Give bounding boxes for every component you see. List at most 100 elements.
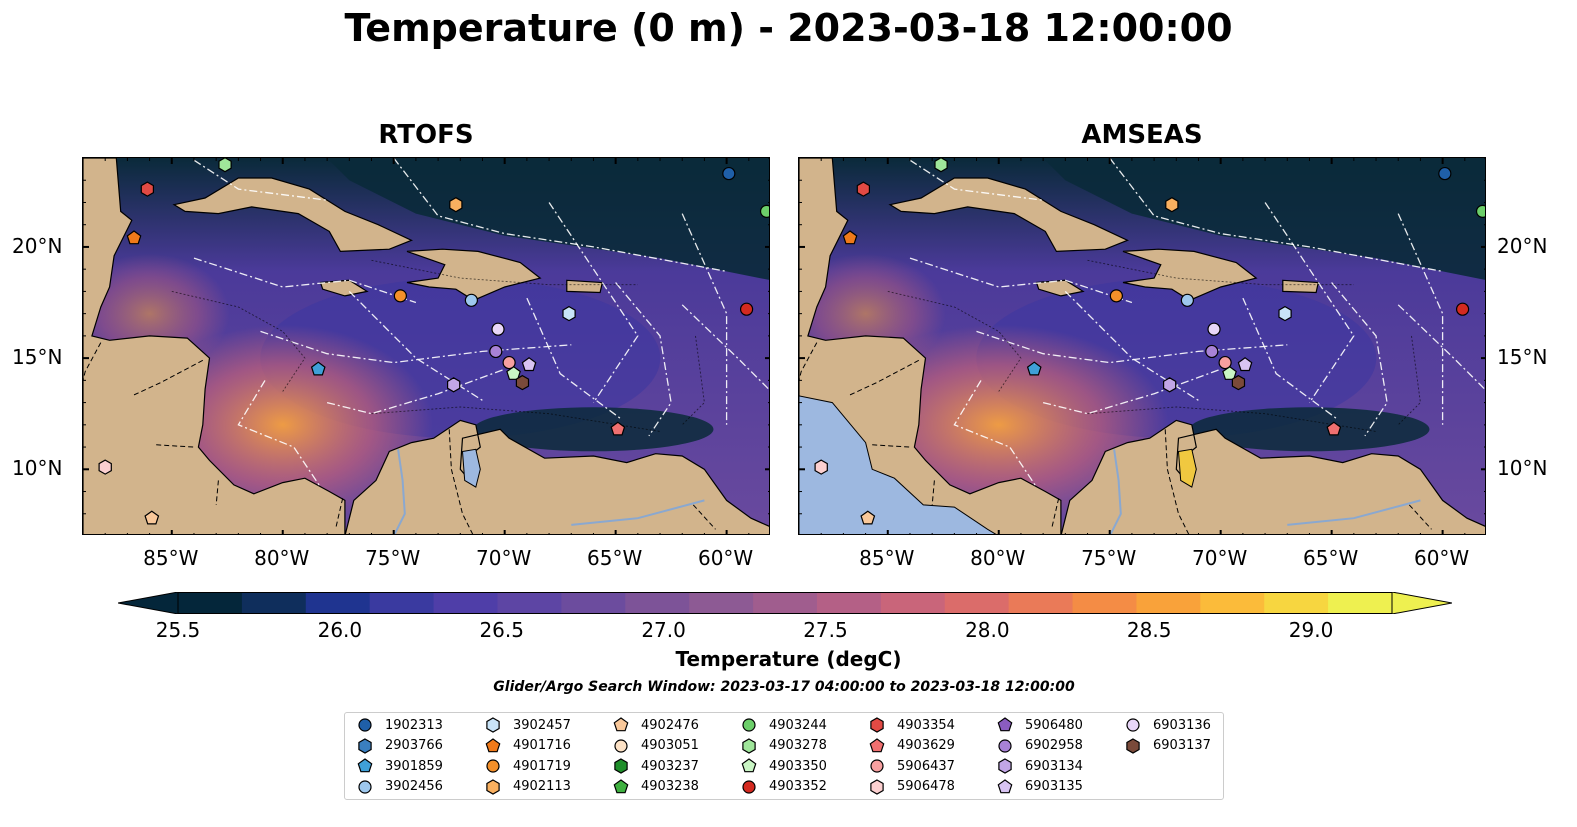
legend-marker-6902958 (998, 738, 1012, 753)
colorbar-segment (753, 592, 818, 614)
legend-label: 4903350 (769, 758, 827, 774)
marker-4903350 (506, 365, 521, 380)
colorbar-segment (816, 592, 882, 614)
colorbar-segment (178, 592, 243, 614)
marker-4903352 (739, 302, 754, 316)
lat-tick-label-right: 15°N (1497, 345, 1548, 370)
marker-4903350 (1222, 365, 1237, 380)
legend-item: 4903354 (869, 715, 955, 735)
legend-item: 1902313 (357, 715, 443, 735)
legend-label: 4903629 (897, 738, 955, 753)
legend-item: 6903134 (997, 756, 1083, 776)
colorbar-segment (1072, 592, 1137, 614)
colorbar-segment (625, 592, 690, 614)
legend-marker-4901719 (486, 759, 500, 773)
legend-label: 4901716 (513, 738, 571, 753)
legend-item: 5906480 (997, 715, 1083, 735)
legend-item: 6903135 (997, 777, 1083, 797)
marker-3902456 (464, 293, 478, 307)
marker-6903136 (491, 322, 505, 336)
colorbar-tick-label: 27.5 (803, 618, 848, 642)
marker-4903354 (856, 181, 871, 197)
legend-label: 6902958 (1025, 738, 1083, 753)
lon-tick-label: 85°W (143, 546, 199, 570)
lon-tick-label: 60°W (1413, 546, 1470, 570)
legend-marker-4903629 (869, 737, 885, 752)
legend-item: 3902457 (485, 715, 571, 735)
legend-item: 5906437 (869, 756, 955, 776)
marker-4901719 (393, 289, 407, 303)
colorbar-segment (369, 592, 435, 614)
legend-label: 4903237 (641, 758, 699, 774)
legend-marker-5906478 (870, 778, 884, 795)
marker-6903137 (1231, 374, 1246, 391)
legend-marker-4903238 (613, 778, 629, 793)
figure-title: Temperature (0 m) - 2023-03-18 12:00:00 (344, 6, 1233, 50)
legend-label: 3902457 (513, 717, 571, 733)
legend-item: 3902456 (357, 777, 443, 797)
legend-label: 5906478 (897, 779, 955, 794)
legend-marker-5906437 (870, 759, 884, 773)
legend-marker-4903051 (614, 738, 628, 753)
lon-tick-label: 75°W (365, 546, 421, 570)
legend-label: 6903136 (1153, 717, 1211, 733)
legend-marker-4903278 (742, 737, 756, 754)
legend: 1902313 2903766 3901859 3902456 3902457 49017… (344, 712, 1224, 800)
legend-item: 4903244 (741, 715, 827, 735)
colorbar-segment (305, 592, 371, 614)
panel-title-rtofs: RTOFS (378, 120, 474, 150)
legend-item: 4902113 (485, 777, 571, 797)
marker-4902476 (144, 510, 160, 525)
legend-item: 4901716 (485, 736, 571, 756)
marker-4902113 (1165, 197, 1179, 213)
legend-marker-4903350 (741, 758, 757, 773)
marker-4902113 (449, 197, 463, 213)
colorbar-tick-label: 27.0 (641, 618, 686, 642)
colorbar-label: Temperature (degC) (675, 647, 902, 671)
lon-tick-label: 65°W (1303, 546, 1359, 570)
legend-item: 4902476 (613, 715, 699, 735)
colorbar-tick-label: 29.0 (1288, 618, 1334, 642)
legend-label: 4901719 (513, 758, 571, 774)
legend-marker-6903136 (1126, 718, 1140, 732)
lat-tick-label-left: 15°N (12, 345, 63, 370)
legend-marker-3901859 (357, 758, 373, 773)
legend-marker-4903352 (742, 779, 756, 794)
lon-tick-label: 80°W (970, 546, 1026, 570)
legend-label: 4903238 (641, 779, 699, 794)
marker-4903278 (218, 158, 232, 173)
marker-5906437 (502, 355, 516, 370)
colorbar-tick-label: 28.0 (965, 618, 1010, 642)
marker-3902457 (1278, 305, 1292, 322)
legend-marker-6903135 (997, 778, 1013, 793)
marker-5906478 (814, 459, 828, 475)
lat-tick-label-right: 20°N (1497, 233, 1548, 258)
legend-item: 4903237 (613, 756, 699, 776)
legend-item: 4903278 (741, 736, 827, 756)
marker-6902958 (489, 344, 503, 359)
lon-tick-label: 85°W (859, 546, 915, 570)
marker-5906478 (98, 459, 112, 475)
legend-label: 4903352 (769, 779, 827, 794)
lon-tick-label: 70°W (476, 546, 532, 570)
legend-marker-4902476 (613, 717, 629, 732)
legend-marker-6903137 (1126, 737, 1140, 754)
marker-6903135 (1237, 357, 1253, 372)
marker-3901859 (310, 361, 326, 376)
lon-tick-label: 80°W (254, 546, 310, 570)
lon-tick-label: 70°W (1192, 546, 1248, 570)
legend-item: 4903238 (613, 777, 699, 797)
colorbar-segment (1328, 592, 1393, 614)
colorbar-tick-label: 25.5 (155, 618, 201, 642)
colorbar-segment (880, 592, 946, 614)
legend-marker-4903354 (870, 717, 884, 733)
marker-1902313 (1438, 166, 1452, 181)
marker-6903135 (521, 357, 537, 372)
colorbar-extend-high (1391, 591, 1453, 615)
legend-label: 6903134 (1025, 758, 1083, 774)
colorbar-segment (1008, 592, 1074, 614)
legend-marker-3902456 (358, 779, 372, 794)
legend-marker-5906480 (997, 717, 1013, 732)
lat-tick-label-right: 10°N (1497, 456, 1548, 481)
colorbar-segment (944, 592, 1010, 614)
